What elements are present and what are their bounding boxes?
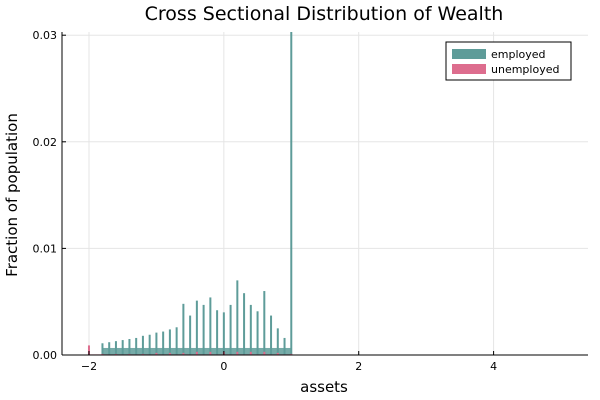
bar-unemployed [209,351,212,355]
legend-swatch-unemployed [452,64,486,74]
bar-unemployed [182,352,185,355]
y-axis-label: Fraction of population [3,113,21,277]
bar-employed [162,331,165,355]
bar-unemployed [155,352,158,355]
x-tick-label: −2 [81,360,97,373]
bar-employed [283,337,286,355]
legend-box [445,41,572,81]
bar-employed [189,315,192,355]
bar-unemployed [195,351,198,355]
legend-swatch-employed [452,49,486,59]
legend-label-unemployed: unemployed [491,63,559,76]
bar-unemployed [276,352,279,355]
bar-employed [236,280,239,355]
bar-employed [141,335,144,355]
y-tick-label: 0.02 [33,136,58,149]
x-axis-label: assets [300,378,348,396]
x-tick-label: 4 [490,360,497,373]
x-tick-label: 2 [355,360,362,373]
bar-employed [202,304,205,355]
bar-employed [155,332,158,355]
y-tick-label: 0.01 [33,242,58,255]
bar-employed [222,312,225,355]
chart-title: Cross Sectional Distribution of Wealth [145,3,504,25]
bar-unemployed [249,351,252,355]
bar-employed [209,297,212,355]
bar-employed [128,339,131,355]
bar-unemployed [263,351,266,355]
bar-employed [135,337,138,355]
bar-employed [168,329,171,355]
bar-employed [249,304,252,355]
bar-employed [182,303,185,355]
y-tick-label: 0.00 [33,349,58,362]
bar-employed [290,32,293,355]
bar-band-employed [102,347,292,355]
bar-employed [216,310,219,355]
bar-employed [175,327,178,355]
bar-employed [243,293,246,355]
legend: employed unemployed [445,41,572,81]
bar-employed [195,300,198,355]
bar-employed [276,328,279,355]
bar-unemployed [236,351,239,355]
bar-employed [256,311,259,355]
bar-employed [121,340,124,355]
bar-employed [148,334,151,355]
legend-label-employed: employed [491,48,546,61]
bar-employed [270,315,273,355]
x-tick-label: 0 [220,360,227,373]
bar-employed [229,304,232,355]
y-tick-label: 0.03 [33,29,58,42]
bar-unemployed [168,352,171,355]
bar-employed [263,291,266,355]
bar-unemployed [87,345,90,355]
